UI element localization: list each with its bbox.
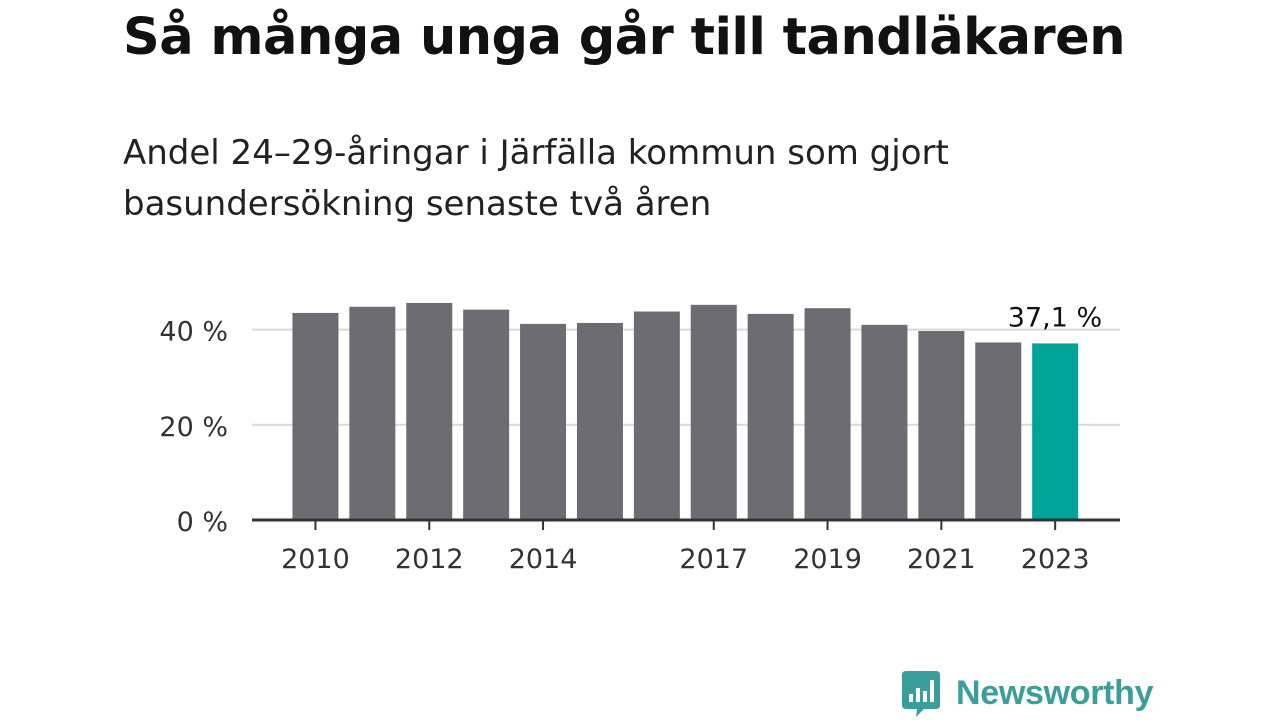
- bar-2021: [918, 331, 965, 520]
- x-tick-label: 2017: [679, 544, 748, 575]
- x-tick-label: 2023: [1021, 544, 1090, 575]
- x-tick-label: 2021: [907, 544, 976, 575]
- bar-2013: [463, 309, 510, 520]
- bar-2017: [690, 304, 737, 520]
- bar-2011: [349, 306, 396, 520]
- data-labels: 37,1 %: [1008, 302, 1102, 333]
- bar-2023: [1032, 343, 1079, 520]
- chart-subtitle: Andel 24–29-åringar i Järfälla kommun so…: [123, 133, 949, 224]
- y-tick-label: 20 %: [159, 412, 228, 443]
- bar-2022: [975, 342, 1022, 520]
- x-tick-label: 2019: [793, 544, 862, 575]
- y-tick-label: 40 %: [159, 317, 228, 348]
- x-tick-label: 2014: [509, 544, 578, 575]
- bar-2019: [804, 308, 851, 520]
- bar-2020: [861, 324, 908, 520]
- highlight-data-label: 37,1 %: [1008, 302, 1102, 333]
- chart-title: Så många unga går till tandläkaren: [123, 8, 1126, 67]
- x-tick-label: 2010: [281, 544, 350, 575]
- bar-2010: [292, 312, 339, 520]
- bars: [292, 302, 1079, 520]
- newsworthy-logo: Newsworthy: [900, 667, 1154, 719]
- x-axis-labels: 2010 2012 2014 2017 2019 2021 2023: [281, 520, 1090, 575]
- bar-2015: [576, 322, 623, 520]
- y-axis-labels: 0 % 20 % 40 %: [159, 317, 228, 538]
- bar-2018: [747, 313, 794, 520]
- brand-name: Newsworthy: [956, 673, 1154, 712]
- y-tick-label: 0 %: [177, 507, 228, 538]
- bar-2014: [520, 323, 567, 520]
- bar-chart-speech-bubble-icon: [902, 671, 940, 717]
- bar-2016: [633, 311, 680, 520]
- x-tick-label: 2012: [395, 544, 464, 575]
- bar-2012: [406, 302, 453, 520]
